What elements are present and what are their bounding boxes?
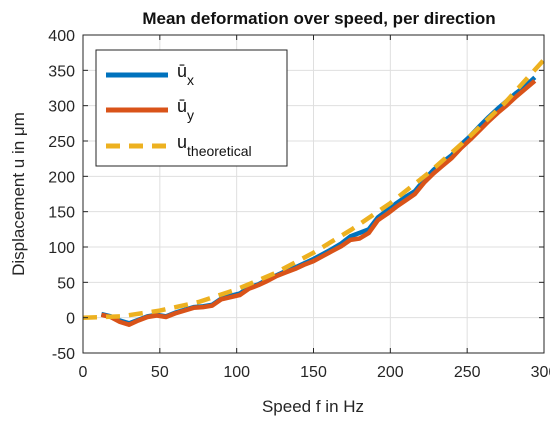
y-tick-label: 400 [48,28,75,45]
y-tick-label: 350 [48,63,75,80]
legend-name: ū [177,61,187,81]
series-line-theoretical [82,58,546,320]
y-tick-label: 150 [48,205,75,222]
x-tick-label: 100 [223,364,250,381]
legend-subscript: x [187,72,194,88]
chart-title: Mean deformation over speed, per directi… [142,9,495,28]
legend-label-x: ūx [177,61,194,88]
x-tick-label: 300 [531,364,550,381]
x-tick-label: 250 [454,364,481,381]
series-line-y [100,79,537,327]
x-tick-label: 150 [300,364,327,381]
y-tick-label: 250 [48,134,75,151]
axis-ticks: 050100150200250300-500501001502002503003… [48,28,550,381]
y-tick-label: 300 [48,99,75,116]
y-tick-label: 200 [48,169,75,186]
series-layer [82,58,546,327]
x-tick-label: 200 [377,364,404,381]
legend-subscript: theoretical [187,143,252,159]
legend-name: ū [177,96,187,116]
x-axis-label: Speed f in Hz [262,397,364,416]
x-tick-label: 0 [79,364,88,381]
y-tick-label: -50 [52,346,75,363]
y-axis-label: Displacement u in μm [9,112,28,276]
x-tick-label: 50 [151,364,169,381]
legend-name: u [177,132,187,152]
legend-label-y: ūy [177,96,194,123]
y-tick-label: 100 [48,240,75,257]
legend-label-theoretical: utheoretical [177,132,252,159]
y-tick-label: 50 [57,275,75,292]
y-tick-label: 0 [66,311,75,328]
legend-subscript: y [187,107,194,123]
